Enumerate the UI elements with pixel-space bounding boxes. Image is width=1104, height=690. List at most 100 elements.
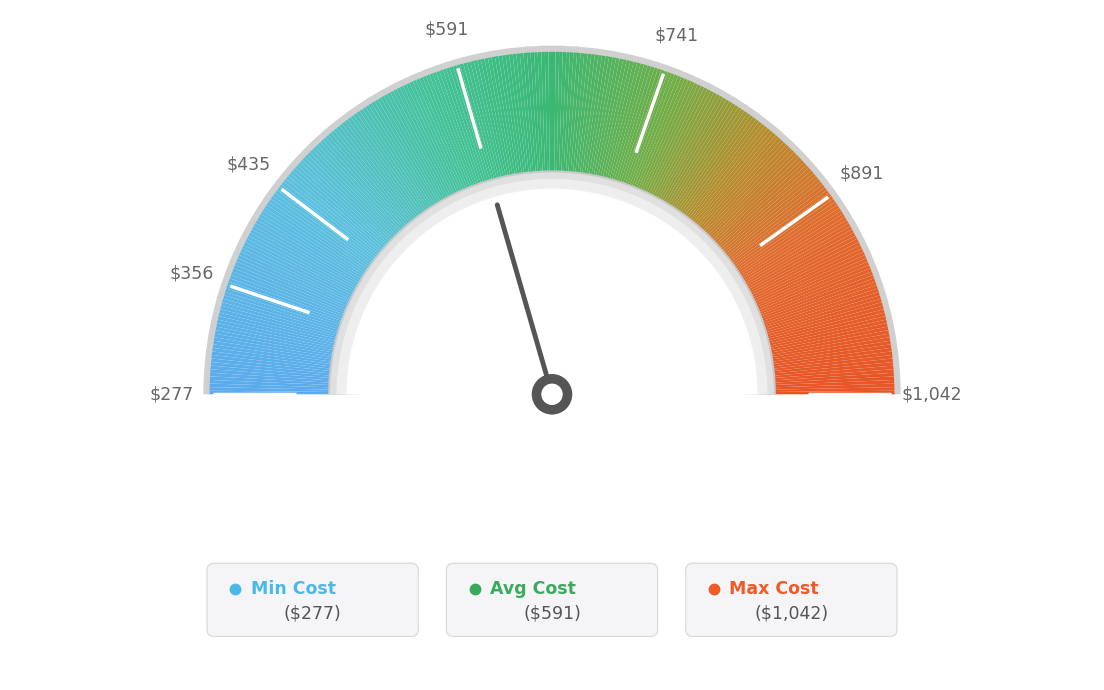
Wedge shape xyxy=(412,79,469,204)
Wedge shape xyxy=(687,132,776,237)
Wedge shape xyxy=(755,316,888,349)
Wedge shape xyxy=(625,72,676,199)
Wedge shape xyxy=(297,161,399,255)
Wedge shape xyxy=(760,362,894,377)
Wedge shape xyxy=(333,127,421,234)
Wedge shape xyxy=(761,384,895,390)
Wedge shape xyxy=(341,121,426,230)
Wedge shape xyxy=(210,366,344,379)
Wedge shape xyxy=(325,134,416,238)
Wedge shape xyxy=(223,292,353,334)
Wedge shape xyxy=(628,75,682,201)
Wedge shape xyxy=(210,358,344,375)
Wedge shape xyxy=(328,132,417,237)
Wedge shape xyxy=(227,278,355,326)
Wedge shape xyxy=(428,72,479,199)
Wedge shape xyxy=(216,316,349,349)
Wedge shape xyxy=(701,154,800,250)
Wedge shape xyxy=(491,55,518,189)
Wedge shape xyxy=(707,164,809,257)
Wedge shape xyxy=(289,170,394,259)
Wedge shape xyxy=(235,258,361,313)
Wedge shape xyxy=(380,95,449,214)
Wedge shape xyxy=(667,108,745,222)
Wedge shape xyxy=(309,149,406,247)
Wedge shape xyxy=(574,52,592,187)
Wedge shape xyxy=(643,85,704,208)
Wedge shape xyxy=(705,161,807,255)
Wedge shape xyxy=(299,159,400,253)
Wedge shape xyxy=(509,53,528,188)
Wedge shape xyxy=(258,213,375,286)
Wedge shape xyxy=(761,376,895,386)
Wedge shape xyxy=(749,282,878,328)
Wedge shape xyxy=(527,51,539,186)
Wedge shape xyxy=(556,51,563,186)
Wedge shape xyxy=(213,333,347,359)
Wedge shape xyxy=(747,275,875,324)
Wedge shape xyxy=(561,51,570,186)
Wedge shape xyxy=(371,100,444,217)
Wedge shape xyxy=(243,241,365,304)
Wedge shape xyxy=(635,79,692,204)
Wedge shape xyxy=(333,175,771,394)
Wedge shape xyxy=(280,181,389,266)
Wedge shape xyxy=(544,50,550,186)
Wedge shape xyxy=(230,271,358,322)
Wedge shape xyxy=(215,323,348,353)
Wedge shape xyxy=(664,104,740,219)
Wedge shape xyxy=(393,88,457,210)
Wedge shape xyxy=(709,167,813,258)
Wedge shape xyxy=(613,66,655,195)
Wedge shape xyxy=(754,309,885,344)
Wedge shape xyxy=(758,344,892,366)
Wedge shape xyxy=(593,57,624,190)
Wedge shape xyxy=(283,178,390,265)
Wedge shape xyxy=(602,61,637,193)
Wedge shape xyxy=(287,172,393,262)
Wedge shape xyxy=(209,387,343,392)
Wedge shape xyxy=(743,258,869,313)
Wedge shape xyxy=(758,348,893,368)
Wedge shape xyxy=(443,68,488,197)
Wedge shape xyxy=(761,380,895,388)
Wedge shape xyxy=(581,54,602,188)
Wedge shape xyxy=(285,175,392,263)
Wedge shape xyxy=(671,112,751,224)
Text: $591: $591 xyxy=(424,20,468,38)
Wedge shape xyxy=(211,348,346,368)
Wedge shape xyxy=(456,63,496,194)
Wedge shape xyxy=(220,306,351,342)
Wedge shape xyxy=(691,139,785,241)
FancyBboxPatch shape xyxy=(446,563,658,636)
Wedge shape xyxy=(652,93,721,213)
Wedge shape xyxy=(675,117,757,227)
Wedge shape xyxy=(637,81,696,205)
Wedge shape xyxy=(362,106,438,221)
Wedge shape xyxy=(328,170,776,394)
Wedge shape xyxy=(339,123,424,231)
Wedge shape xyxy=(623,71,671,199)
Wedge shape xyxy=(355,110,435,223)
Text: $435: $435 xyxy=(227,155,272,174)
Wedge shape xyxy=(756,326,890,355)
Wedge shape xyxy=(213,337,347,362)
Wedge shape xyxy=(722,195,835,275)
Wedge shape xyxy=(418,76,474,202)
Wedge shape xyxy=(498,55,521,188)
Wedge shape xyxy=(453,64,493,195)
Wedge shape xyxy=(630,76,686,202)
Wedge shape xyxy=(761,391,895,394)
Text: ($591): ($591) xyxy=(523,604,581,622)
Wedge shape xyxy=(757,333,891,359)
Text: $891: $891 xyxy=(839,164,883,182)
Wedge shape xyxy=(688,134,779,238)
Wedge shape xyxy=(752,295,882,336)
Wedge shape xyxy=(238,251,362,310)
Wedge shape xyxy=(693,141,787,242)
Wedge shape xyxy=(591,57,620,190)
Wedge shape xyxy=(660,100,733,217)
Wedge shape xyxy=(408,81,467,205)
FancyBboxPatch shape xyxy=(208,563,418,636)
Wedge shape xyxy=(737,238,860,302)
